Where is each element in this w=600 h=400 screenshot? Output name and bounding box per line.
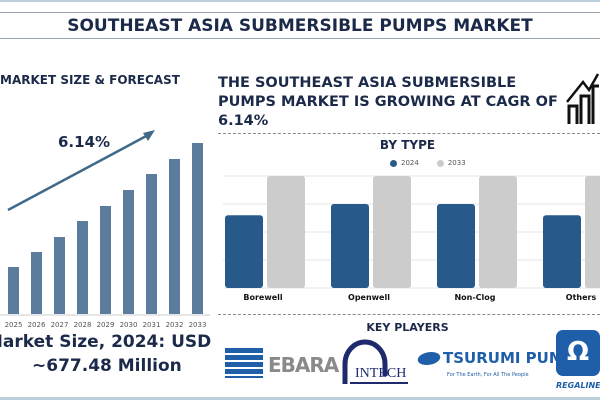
x-tick-label: 2033 — [189, 321, 207, 329]
category-label: Borewell — [243, 293, 283, 302]
bar-non-clog-2033 — [479, 176, 517, 288]
bar-2027 — [54, 237, 65, 314]
x-tick-label: 2026 — [28, 321, 46, 329]
bar-non-clog-2024 — [437, 204, 475, 288]
market-size-heading: MARKET SIZE & FORECAST — [0, 73, 180, 87]
legend-dot-icon — [436, 159, 444, 167]
bar-others-2024 — [543, 215, 581, 288]
ebara-logo-icon — [225, 348, 263, 378]
growth-arrow — [7, 132, 151, 212]
bar-2025 — [8, 267, 19, 314]
category-label: Openwell — [348, 293, 390, 302]
bar-openwell-2024 — [331, 204, 369, 288]
top-border — [0, 0, 600, 2]
legend-label: 2024 — [401, 159, 419, 167]
growth-chart-icon — [566, 73, 600, 124]
bar-2030 — [123, 190, 134, 314]
legend-2033: 2033 — [436, 159, 466, 167]
x-tick-label: 2032 — [166, 321, 184, 329]
x-tick-label: 2027 — [51, 321, 69, 329]
tsurumi-tagline: For The Earth, For All The People — [447, 372, 529, 378]
x-tick-label: 2025 — [5, 321, 23, 329]
divider — [218, 133, 600, 134]
bar-2031 — [146, 174, 157, 314]
by-type-chart: Borewell Openwell Non-Clog Others — [223, 175, 600, 302]
bar-2028 — [77, 221, 88, 314]
bottom-border — [0, 397, 600, 400]
category-label: Non-Clog — [454, 293, 495, 302]
key-players-title: KEY PLAYERS — [366, 321, 449, 334]
x-tick-label: 2031 — [143, 321, 161, 329]
bar-2029 — [100, 206, 111, 314]
bar-2032 — [169, 159, 180, 314]
cagr-heading: THE SOUTHEAST ASIA SUBMERSIBLE PUMPS MAR… — [218, 75, 558, 129]
legend-dot-icon — [390, 159, 397, 167]
page-title: SOUTHEAST ASIA SUBMERSIBLE PUMPS MARKET — [0, 12, 600, 39]
intech-logo-icon — [342, 339, 408, 384]
bar-openwell-2033 — [373, 176, 411, 288]
category-label: Others — [566, 293, 597, 302]
legend-2024: 2024 — [390, 159, 419, 167]
divider — [218, 314, 600, 315]
bar-borewell-2024 — [225, 215, 263, 288]
x-tick-label: 2030 — [120, 321, 138, 329]
x-tick-label: 2028 — [74, 321, 92, 329]
tsurumi-logo: TSURUMI PUMP — [443, 349, 575, 367]
ebara-logo: EBARA — [268, 353, 339, 377]
by-type-title: BY TYPE — [379, 138, 436, 152]
x-tick-label: 2029 — [97, 321, 115, 329]
regaline-logo: REGALINE — [556, 381, 600, 390]
market-size-text: Market Size, 2024: USD — [0, 332, 212, 352]
bar-others-2033 — [585, 176, 600, 288]
regaline-logo-icon: Ω — [556, 330, 600, 376]
cagr-label: 6.14% — [58, 133, 111, 151]
legend-label: 2033 — [447, 159, 466, 167]
intech-logo: INTECH — [355, 366, 407, 381]
tsurumi-logo-icon — [415, 352, 443, 365]
legend: 2024 2033 — [390, 159, 466, 167]
market-size-value: ~677.48 Million — [32, 356, 182, 376]
arrow-head-icon — [143, 130, 155, 141]
bar-borewell-2033 — [267, 176, 305, 288]
forecast-chart: 2025 2026 2027 2028 2029 2030 2031 2032 2033 — [0, 130, 210, 329]
bar-2033 — [192, 143, 203, 314]
bar-2026 — [31, 252, 42, 314]
